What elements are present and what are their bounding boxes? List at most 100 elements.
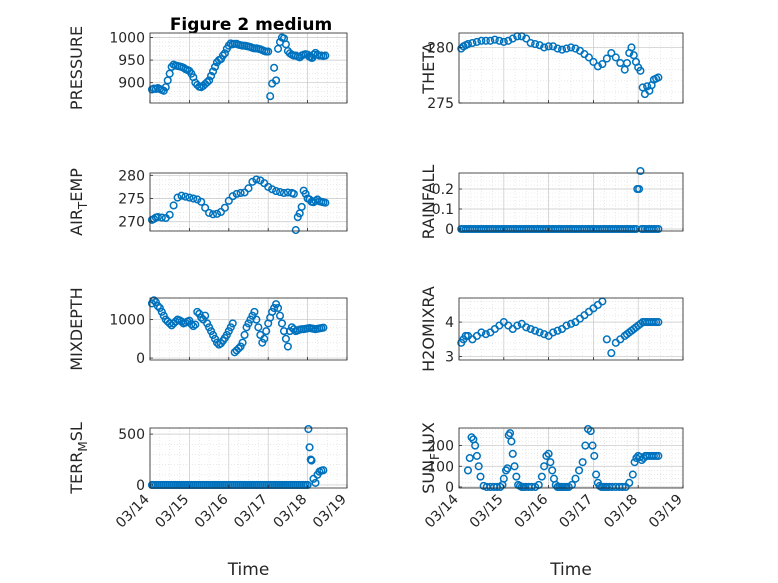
data-point bbox=[207, 71, 216, 80]
data-point bbox=[598, 60, 607, 69]
data-point bbox=[270, 303, 279, 313]
data-point bbox=[157, 213, 166, 222]
y-axis-label: AIRTEMP bbox=[67, 168, 90, 236]
data-point bbox=[321, 198, 330, 207]
y-tick-label: 4 bbox=[445, 315, 454, 331]
data-point bbox=[540, 43, 549, 52]
data-point bbox=[321, 51, 330, 60]
data-point bbox=[562, 44, 571, 53]
subplot-h2omixra: 3 4 H2OMIXRA bbox=[419, 286, 684, 372]
data-point bbox=[584, 53, 593, 62]
data-point bbox=[467, 433, 476, 442]
data-point bbox=[226, 323, 235, 332]
data-point bbox=[279, 188, 289, 198]
y-tick-label: 275 bbox=[118, 192, 145, 208]
data-point bbox=[151, 298, 160, 307]
data-point bbox=[208, 67, 218, 76]
data-point bbox=[319, 466, 328, 475]
data-point bbox=[224, 196, 233, 205]
data-point bbox=[571, 44, 580, 53]
data-point bbox=[240, 330, 249, 340]
data-point bbox=[481, 330, 490, 339]
x-tick-label: 03/18 bbox=[271, 492, 311, 532]
data-point bbox=[546, 458, 555, 467]
data-point bbox=[277, 319, 287, 328]
data-point bbox=[513, 321, 522, 330]
data-point bbox=[566, 43, 576, 52]
y-axis-label: PRESSURE bbox=[67, 26, 86, 110]
data-point bbox=[477, 328, 486, 337]
data-point bbox=[627, 43, 636, 52]
data-point bbox=[510, 462, 519, 471]
axes-box bbox=[149, 172, 348, 232]
y-axis-label: RAINFALL bbox=[419, 165, 438, 240]
data-point bbox=[531, 40, 540, 49]
data-point bbox=[248, 177, 257, 186]
data-point bbox=[205, 76, 214, 85]
x-axis-label: Time bbox=[227, 560, 270, 580]
data-point bbox=[208, 210, 218, 219]
data-point bbox=[537, 472, 546, 481]
data-point bbox=[507, 437, 516, 446]
x-tick-label: 03/14 bbox=[422, 491, 462, 531]
y-axis-label: MIXDEPTH bbox=[67, 287, 86, 370]
data-point bbox=[592, 470, 601, 479]
y-tick-label: 3 bbox=[445, 350, 454, 366]
x-tick-label: 03/16 bbox=[512, 491, 552, 531]
data-point bbox=[471, 441, 480, 450]
axes-box bbox=[149, 427, 348, 489]
data-point bbox=[611, 53, 620, 62]
data-point bbox=[535, 328, 544, 337]
data-point bbox=[275, 311, 285, 320]
subplot-terr_msl: 0 500 03/14 03/15 03/16 03/17 03/18 03/19 Time TE… bbox=[67, 422, 350, 580]
data-point bbox=[210, 334, 220, 343]
data-point bbox=[153, 302, 162, 311]
data-point bbox=[628, 470, 637, 479]
data-point bbox=[477, 36, 486, 45]
data-point bbox=[244, 184, 253, 193]
data-point bbox=[268, 307, 277, 316]
data-point bbox=[197, 313, 206, 322]
data-point bbox=[236, 342, 245, 351]
data-point bbox=[266, 92, 275, 101]
y-tick-label: 200 bbox=[427, 439, 454, 455]
data-point bbox=[508, 34, 517, 43]
data-point bbox=[228, 319, 237, 328]
data-point bbox=[193, 195, 202, 204]
y-tick-label: 900 bbox=[118, 76, 145, 92]
data-point bbox=[522, 323, 531, 332]
data-point bbox=[527, 482, 536, 492]
data-point bbox=[562, 321, 571, 330]
x-tick-label: 03/18 bbox=[601, 492, 641, 532]
y-axis-label: H2OMIXRA bbox=[419, 286, 438, 372]
subplot-pressure: 900 950 1000 PRESSURE bbox=[67, 26, 348, 110]
data-point bbox=[250, 307, 259, 316]
y-tick-label: 1000 bbox=[109, 31, 145, 47]
data-point bbox=[540, 462, 549, 471]
data-point bbox=[304, 424, 313, 434]
data-point bbox=[549, 42, 558, 51]
data-point bbox=[654, 318, 663, 327]
data-point bbox=[301, 189, 310, 198]
data-point bbox=[319, 323, 328, 332]
data-point bbox=[630, 458, 639, 467]
x-tick-label: 03/17 bbox=[231, 492, 271, 532]
subplot-sun_flux: 0 100 200 03/14 03/15 03/16 03/17 03/18 03/19 Tim… bbox=[419, 422, 686, 580]
axes-box bbox=[458, 32, 684, 104]
data-point bbox=[575, 466, 584, 475]
data-point bbox=[281, 334, 290, 343]
y-tick-label: 275 bbox=[427, 96, 454, 112]
subplot-mixdepth: 0 1000 MIXDEPTH bbox=[67, 287, 348, 371]
data-point bbox=[203, 319, 212, 328]
x-tick-label: 03/15 bbox=[152, 492, 192, 532]
data-point bbox=[607, 349, 616, 358]
data-point bbox=[544, 42, 553, 51]
data-point bbox=[499, 474, 508, 483]
data-point bbox=[201, 311, 210, 320]
data-point bbox=[635, 184, 644, 194]
data-point bbox=[593, 62, 602, 71]
y-tick-label: 0 bbox=[445, 480, 454, 496]
data-point bbox=[490, 35, 499, 44]
data-point bbox=[463, 40, 473, 49]
data-point bbox=[232, 189, 241, 198]
